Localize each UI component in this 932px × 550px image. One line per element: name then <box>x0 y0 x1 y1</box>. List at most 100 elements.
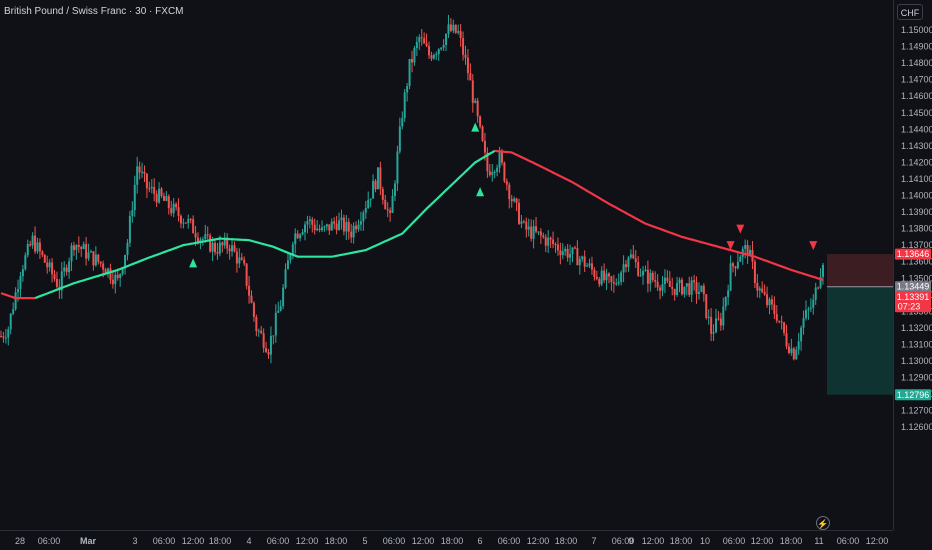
candle-body <box>211 242 214 252</box>
candle-body <box>481 126 484 141</box>
time-tick-label: 28 <box>15 536 25 546</box>
candle-body <box>668 280 671 287</box>
candle-body <box>291 244 294 255</box>
candle-body <box>800 327 803 342</box>
candle-body <box>340 217 343 221</box>
candle-body <box>729 263 732 291</box>
candle-body <box>138 166 141 173</box>
candle-body <box>143 171 146 174</box>
candle-body <box>160 188 163 196</box>
candle-body <box>449 24 452 31</box>
candle-body <box>697 291 700 294</box>
time-tick-label: 06:00 <box>38 536 61 546</box>
candle-body <box>308 219 311 221</box>
candle-body <box>362 212 365 222</box>
chart-title: British Pound / Swiss Franc · 30 · FXCM <box>4 6 184 17</box>
time-tick-label: 12:00 <box>527 536 550 546</box>
candle-body <box>783 322 786 334</box>
time-tick-label: 3 <box>132 536 137 546</box>
candle-body <box>493 171 496 173</box>
candle-body <box>744 244 747 249</box>
candle-body <box>634 258 637 263</box>
candle-body <box>586 265 589 267</box>
candle-body <box>177 207 180 216</box>
candle-body <box>822 264 824 277</box>
price-tick-label: 1.13800 <box>901 224 932 234</box>
price-tick-label: 1.14100 <box>901 174 932 184</box>
candle-body <box>676 283 679 295</box>
candle-body <box>111 279 114 285</box>
price-label-text: 1.13646 <box>897 249 930 259</box>
candle-body <box>756 282 759 291</box>
price-tick-label: 1.13900 <box>901 207 932 217</box>
candle-body <box>226 238 229 249</box>
lightning-icon[interactable]: ⚡ <box>816 516 830 530</box>
candle-body <box>552 239 555 245</box>
ma-line-bearish <box>0 292 35 300</box>
time-axis: 28 06:00 Mar 3 06:00 12:00 18:00 4 06:00 12:00 18:… <box>0 530 932 550</box>
price-tick-label: 1.12600 <box>901 422 932 432</box>
candle-body <box>282 287 285 307</box>
candle-body <box>520 221 523 224</box>
time-tick-label: 06:00 <box>153 536 176 546</box>
candle-body <box>544 237 547 246</box>
candle-body <box>48 262 51 268</box>
candle-body <box>513 198 516 202</box>
time-tick-label: 12:00 <box>642 536 665 546</box>
candle-body <box>279 306 282 311</box>
candle-body <box>778 320 781 322</box>
candle-body <box>350 231 353 238</box>
price-tick-label: 1.12700 <box>901 406 932 416</box>
candle-body <box>36 242 39 252</box>
candle-body <box>75 245 78 250</box>
ma-line-bearish <box>494 149 824 281</box>
price-tick-label: 1.14500 <box>901 108 932 118</box>
candle-body <box>17 289 20 293</box>
candle-body <box>802 318 805 328</box>
currency-button[interactable]: CHF <box>897 4 923 20</box>
candle-body <box>610 276 613 282</box>
candle-body <box>554 244 557 246</box>
candle-body <box>294 233 297 245</box>
candle-body <box>338 220 341 230</box>
candle-body <box>250 295 253 303</box>
candle-body <box>749 250 752 255</box>
time-tick-label: 06:00 <box>612 536 635 546</box>
candle-body <box>462 38 465 55</box>
price-tick-label: 1.14900 <box>901 42 932 52</box>
candle-body <box>252 302 255 317</box>
price-tick-label: 1.14700 <box>901 75 932 85</box>
candle-body <box>223 238 226 246</box>
time-tick-label: 06:00 <box>498 536 521 546</box>
candle-body <box>646 269 649 284</box>
stop-loss-zone <box>827 254 893 287</box>
candle-body <box>68 261 71 273</box>
candle-body <box>683 286 686 295</box>
candle-body <box>9 313 12 330</box>
candle-body <box>72 245 75 250</box>
sell-signal-icon <box>809 241 818 251</box>
candle-body <box>199 239 202 242</box>
candle-body <box>659 287 662 291</box>
candle-body <box>440 47 443 50</box>
candle-body <box>175 203 178 208</box>
candle-body <box>21 269 24 277</box>
candle-body <box>165 196 168 201</box>
price-tick-label: 1.13700 <box>901 240 932 250</box>
price-label-last <box>895 291 931 313</box>
candle-body <box>333 221 336 224</box>
candle-body <box>797 341 800 350</box>
candle-body <box>179 215 182 224</box>
candle-body <box>393 183 396 197</box>
candle-body <box>593 269 596 277</box>
candle-body <box>428 45 431 56</box>
candle-body <box>639 275 642 277</box>
candle-body <box>189 219 192 221</box>
candle-body <box>814 287 817 300</box>
candle-body <box>637 262 640 276</box>
sell-signal-icon <box>726 241 735 251</box>
candle-body <box>255 316 258 332</box>
candle-body <box>442 44 445 48</box>
candle-body <box>299 234 302 239</box>
